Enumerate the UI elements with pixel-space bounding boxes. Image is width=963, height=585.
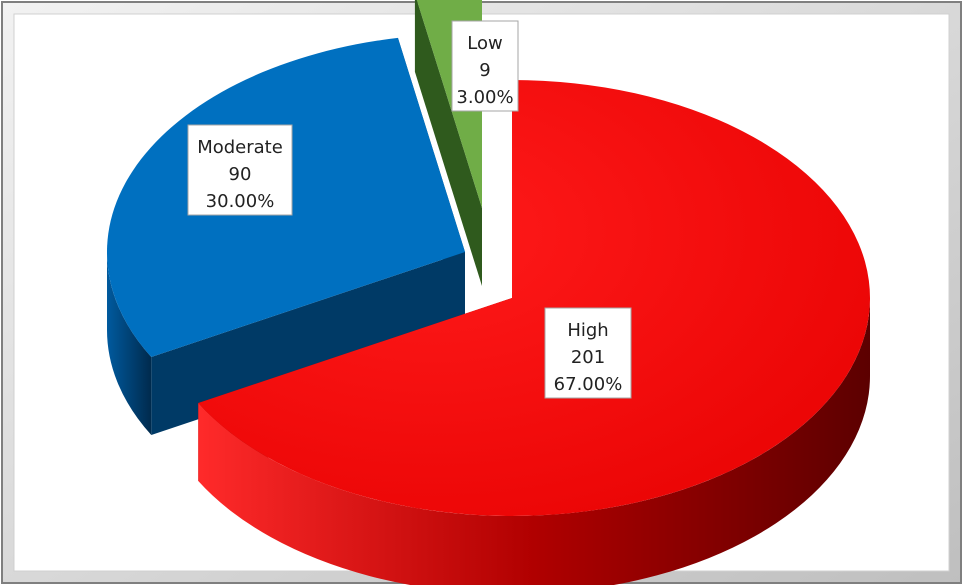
data-label-box [544, 307, 632, 399]
pie-slice-cut-face [414, 0, 482, 286]
data-label-category: Low [467, 33, 502, 54]
data-label-box [451, 20, 519, 112]
data-label-value: 90 [229, 164, 252, 185]
pie-slice-high [198, 80, 870, 585]
data-label-percent: 3.00% [456, 87, 513, 108]
data-labels-layer: High 201 67.00% Moderate 90 30.00% Low 9 3.00% [187, 20, 632, 399]
data-label-low: Low 9 3.00% [451, 20, 519, 112]
slices-layer [107, 0, 870, 585]
pie-slice-side [198, 298, 870, 585]
pie-slice-side [107, 252, 152, 436]
data-label-high: High 201 67.00% [544, 307, 632, 399]
data-label-percent: 67.00% [554, 374, 623, 395]
data-label-moderate: Moderate 90 30.00% [187, 124, 293, 216]
data-label-value: 201 [571, 347, 605, 368]
data-label-value: 9 [479, 60, 490, 81]
data-label-category: High [567, 320, 608, 341]
data-label-percent: 30.00% [206, 191, 275, 212]
pie-slice-cut-face [151, 252, 465, 436]
data-label-category: Moderate [197, 137, 283, 158]
data-label-box [187, 124, 293, 216]
pie-slice-top [198, 80, 870, 516]
